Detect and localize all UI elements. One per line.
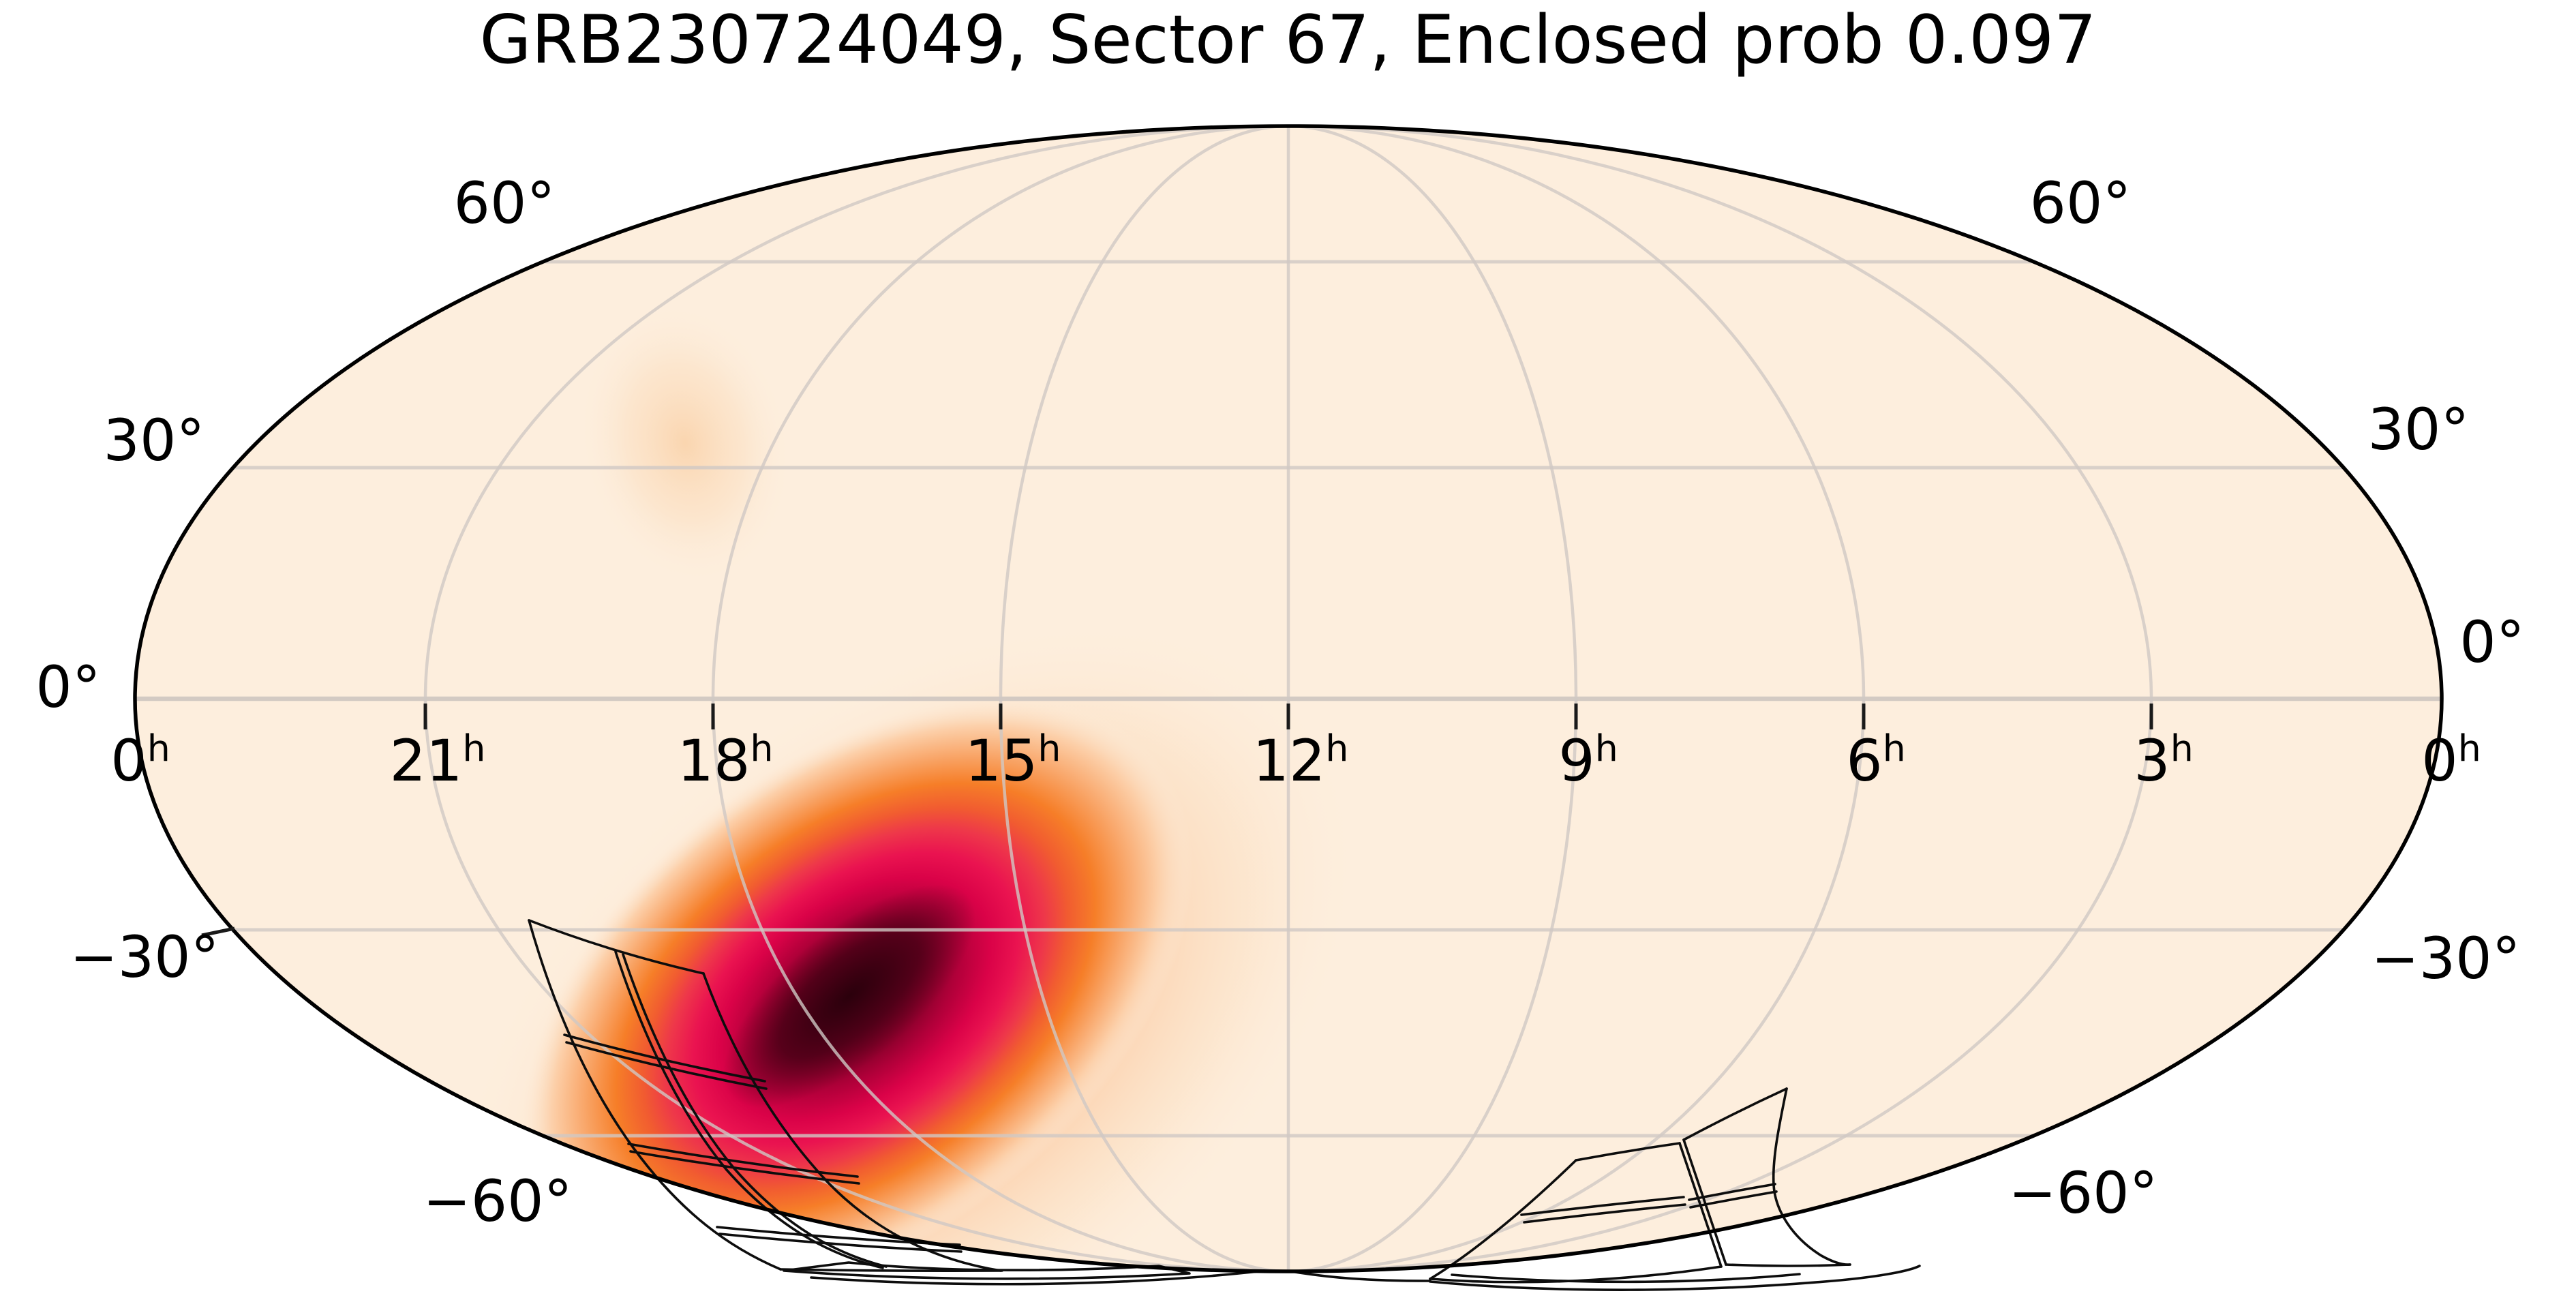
footprint-line <box>563 1033 766 1083</box>
ra-label-0h-left: 0h <box>110 730 170 789</box>
footprint-sliver <box>810 1269 1266 1286</box>
ra-value: 18 <box>677 727 751 794</box>
footprint-line <box>1688 1183 1776 1201</box>
tess-footprint-right <box>1294 1087 1921 1291</box>
footprint-line <box>1429 1265 1723 1284</box>
footprint-sliver <box>1451 1273 1801 1284</box>
ra-label-0h-right: 0h <box>2421 730 2481 789</box>
tess-footprint-left <box>528 919 1266 1286</box>
ra-value: 12 <box>1252 727 1326 794</box>
ra-unit: h <box>462 727 486 770</box>
dec-tick-minus30-left <box>201 926 235 937</box>
ra-label-12h: 12h <box>1253 730 1349 789</box>
footprint-line <box>702 972 1002 1272</box>
ra-unit: h <box>2170 727 2194 770</box>
axis-ticks <box>201 704 2153 937</box>
footprint-line <box>565 1041 768 1090</box>
dec-label-left-m30: −30° <box>70 924 219 991</box>
ra-label-6h: 6h <box>1846 730 1906 789</box>
ra-value: 0 <box>2421 727 2458 794</box>
heatmap-secondary-mode <box>577 301 793 585</box>
footprint-line <box>528 919 705 975</box>
meridian-15h <box>999 124 1289 1273</box>
dec-label-right-60: 60° <box>2029 170 2132 237</box>
ra-value: 6 <box>1846 727 1883 794</box>
ra-unit: h <box>1325 727 1349 770</box>
footprint-line <box>1689 1190 1778 1209</box>
ra-unit: h <box>750 727 774 770</box>
ra-label-15h: 15h <box>965 730 1061 789</box>
ra-unit: h <box>147 727 170 770</box>
footprint-line <box>1772 1087 1851 1266</box>
meridian-9h <box>1288 124 1578 1273</box>
meridian-3h <box>1288 124 2153 1273</box>
footprint-sliver <box>783 1261 1191 1280</box>
ra-label-9h: 9h <box>1558 730 1618 789</box>
footprint-line <box>1682 1087 1788 1141</box>
ra-value: 3 <box>2134 727 2170 794</box>
dec-label-left-60: 60° <box>453 170 556 237</box>
footprint-sliver <box>1429 1265 1921 1291</box>
footprint-line <box>1520 1196 1685 1216</box>
heatmap-dark-core <box>723 884 976 1108</box>
footprint-line <box>627 1143 859 1178</box>
dec-label-right-m30: −30° <box>2371 925 2521 992</box>
dec-label-right-30: 30° <box>2367 396 2470 463</box>
footprint-sliver <box>1294 1271 1431 1282</box>
ra-value: 15 <box>965 727 1038 794</box>
dec-label-left-0: 0° <box>35 654 101 721</box>
dec-label-right-m60: −60° <box>2008 1160 2158 1226</box>
ra-unit: h <box>1037 727 1061 770</box>
dec-label-left-30: 30° <box>103 407 205 474</box>
footprint-line <box>1523 1203 1686 1224</box>
ra-value: 0 <box>110 727 147 794</box>
ra-value: 21 <box>389 727 463 794</box>
footprint-line <box>614 950 884 1269</box>
ra-value: 9 <box>1558 727 1595 794</box>
ra-unit: h <box>1882 727 1906 770</box>
ra-unit: h <box>1594 727 1618 770</box>
footprint-line <box>718 1233 963 1253</box>
dec-label-right-0: 0° <box>2459 609 2525 676</box>
ra-unit: h <box>2457 727 2481 770</box>
dec-label-left-m60: −60° <box>423 1168 573 1235</box>
figure-title: GRB230724049, Sector 67, Enclosed prob 0… <box>479 1 2097 79</box>
map-boundary <box>133 124 2444 1273</box>
meridian-6h <box>1288 124 1866 1273</box>
footprint-line <box>1575 1142 1681 1162</box>
ra-label-3h: 3h <box>2134 730 2194 789</box>
ra-label-21h: 21h <box>390 730 486 789</box>
ra-label-18h: 18h <box>678 730 774 789</box>
meridian-18h <box>711 124 1289 1273</box>
footprint-line <box>1725 1263 1851 1267</box>
meridian-21h <box>423 124 1289 1273</box>
graticule <box>135 124 2442 1273</box>
footprint-line <box>629 1150 860 1185</box>
